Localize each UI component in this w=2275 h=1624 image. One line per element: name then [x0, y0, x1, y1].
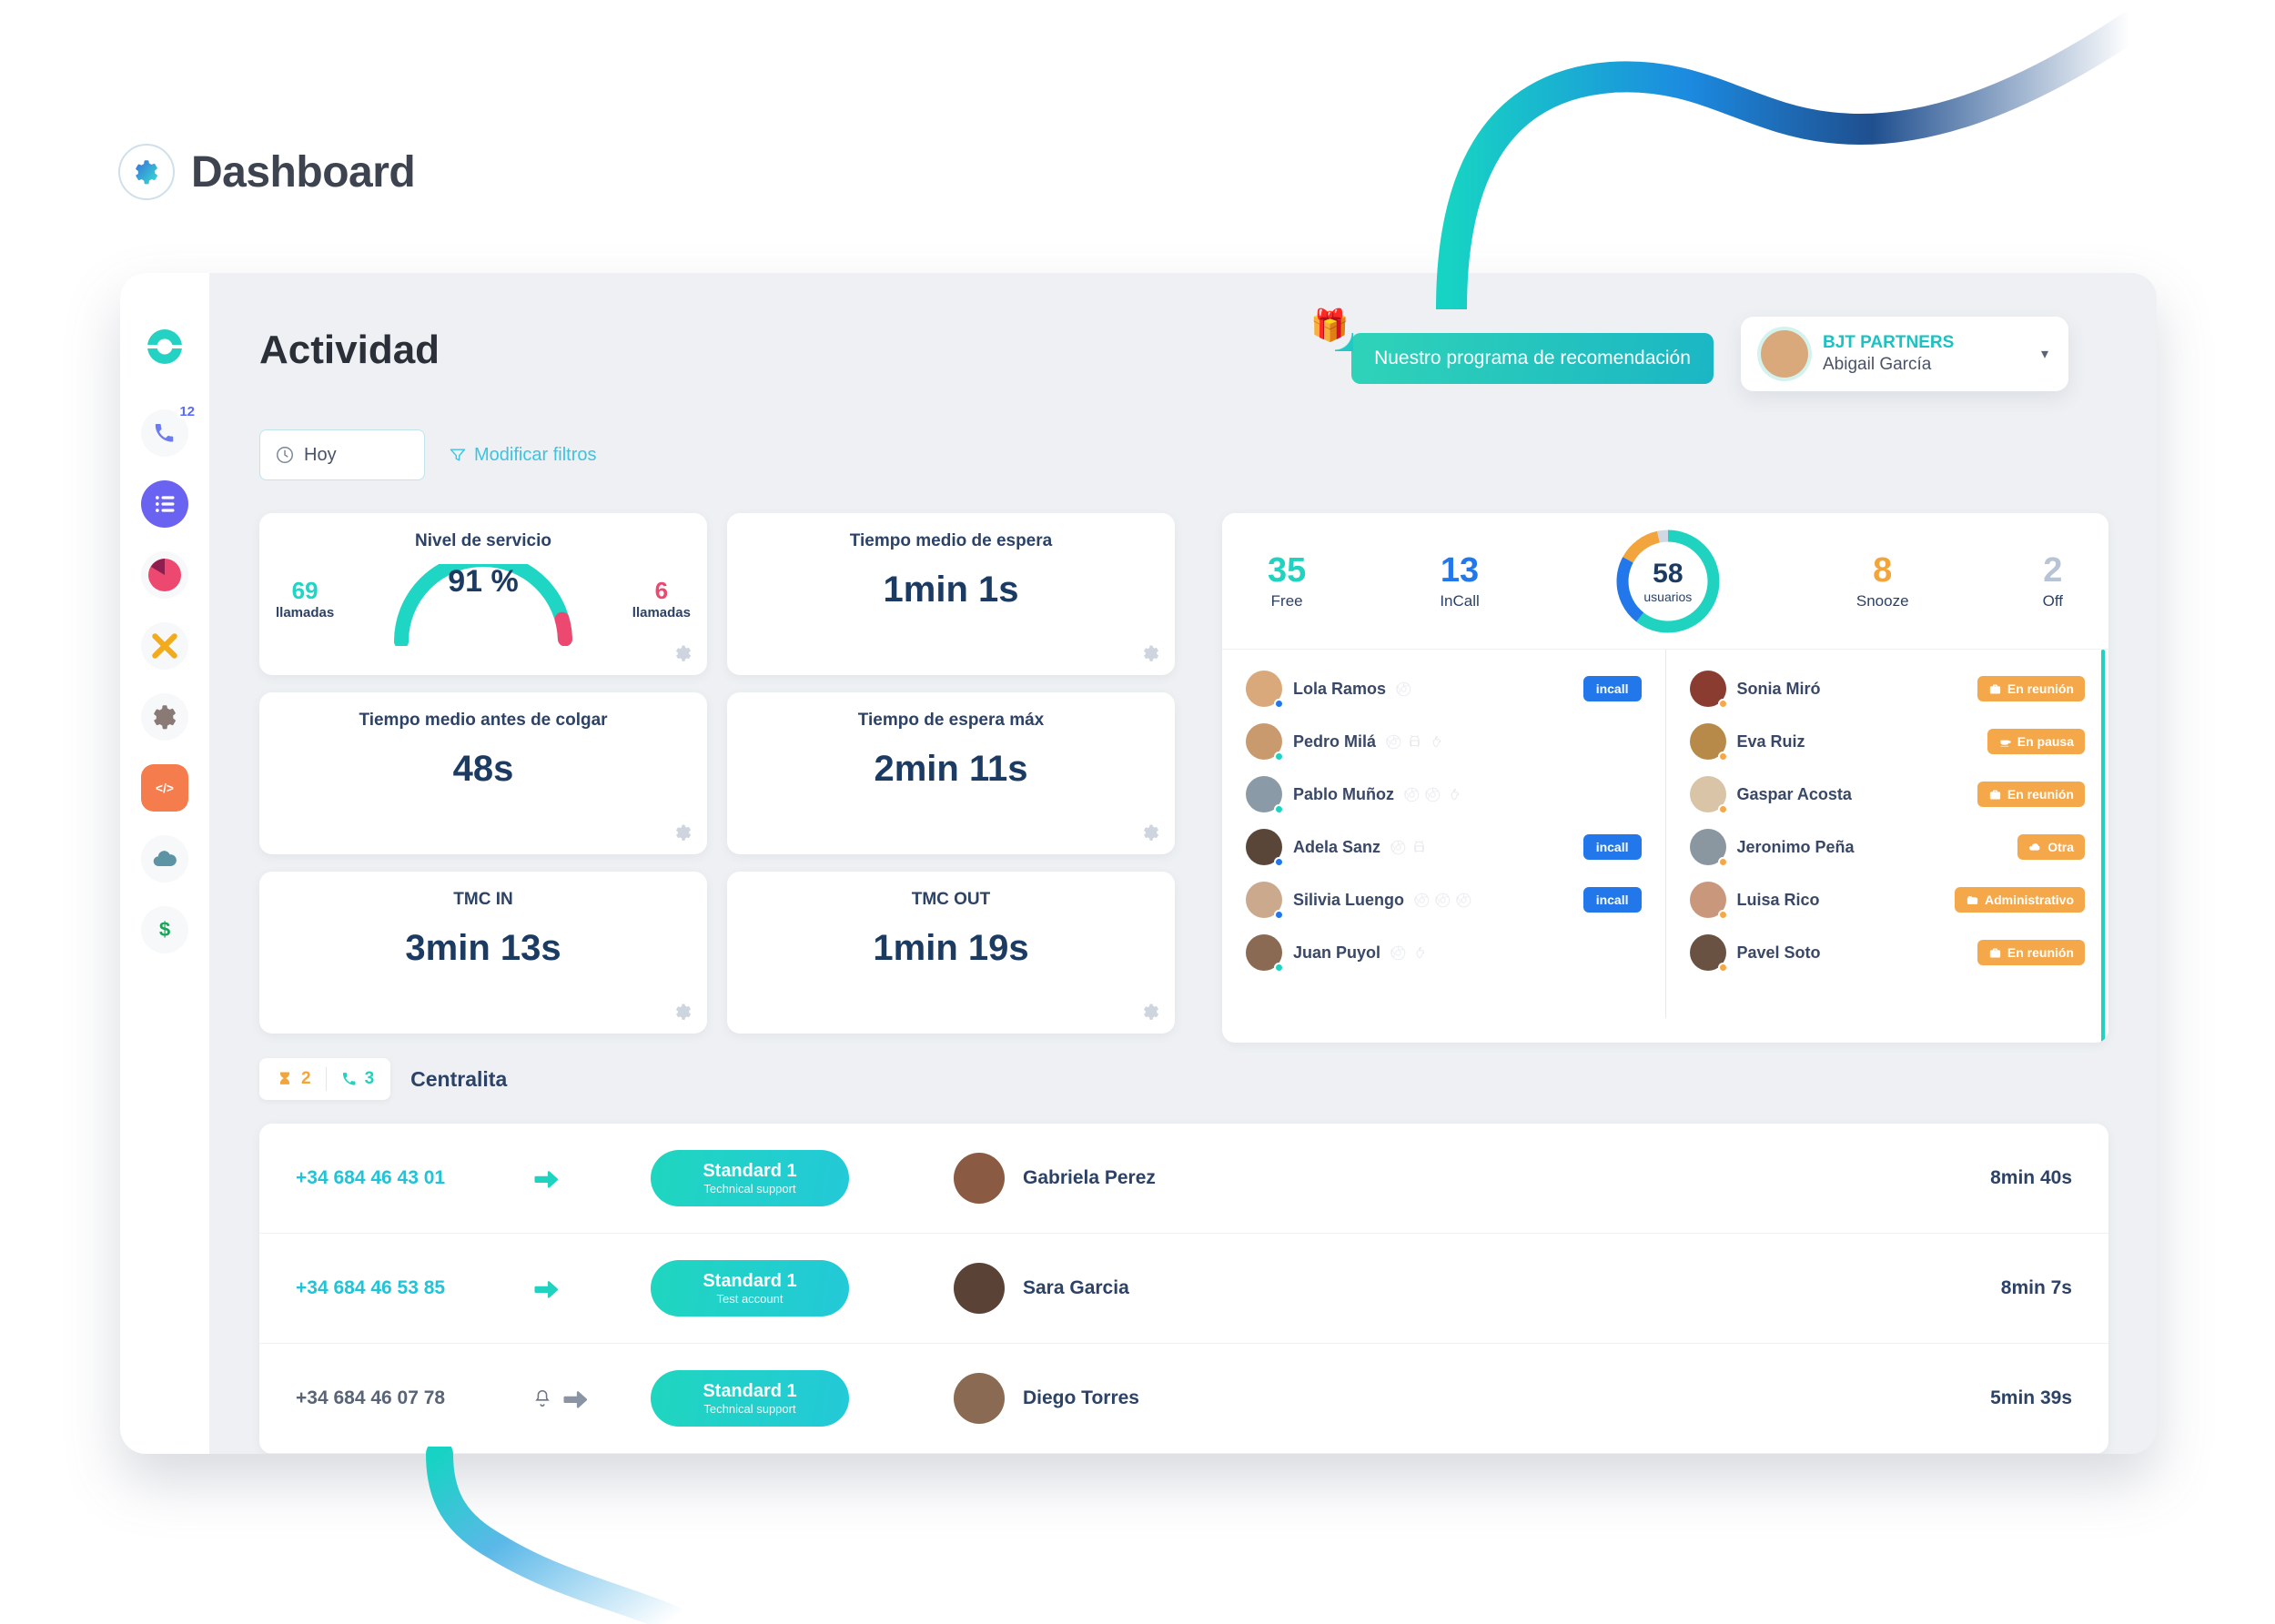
svg-text:</>: </>	[156, 782, 174, 795]
svg-text:$: $	[159, 918, 171, 941]
